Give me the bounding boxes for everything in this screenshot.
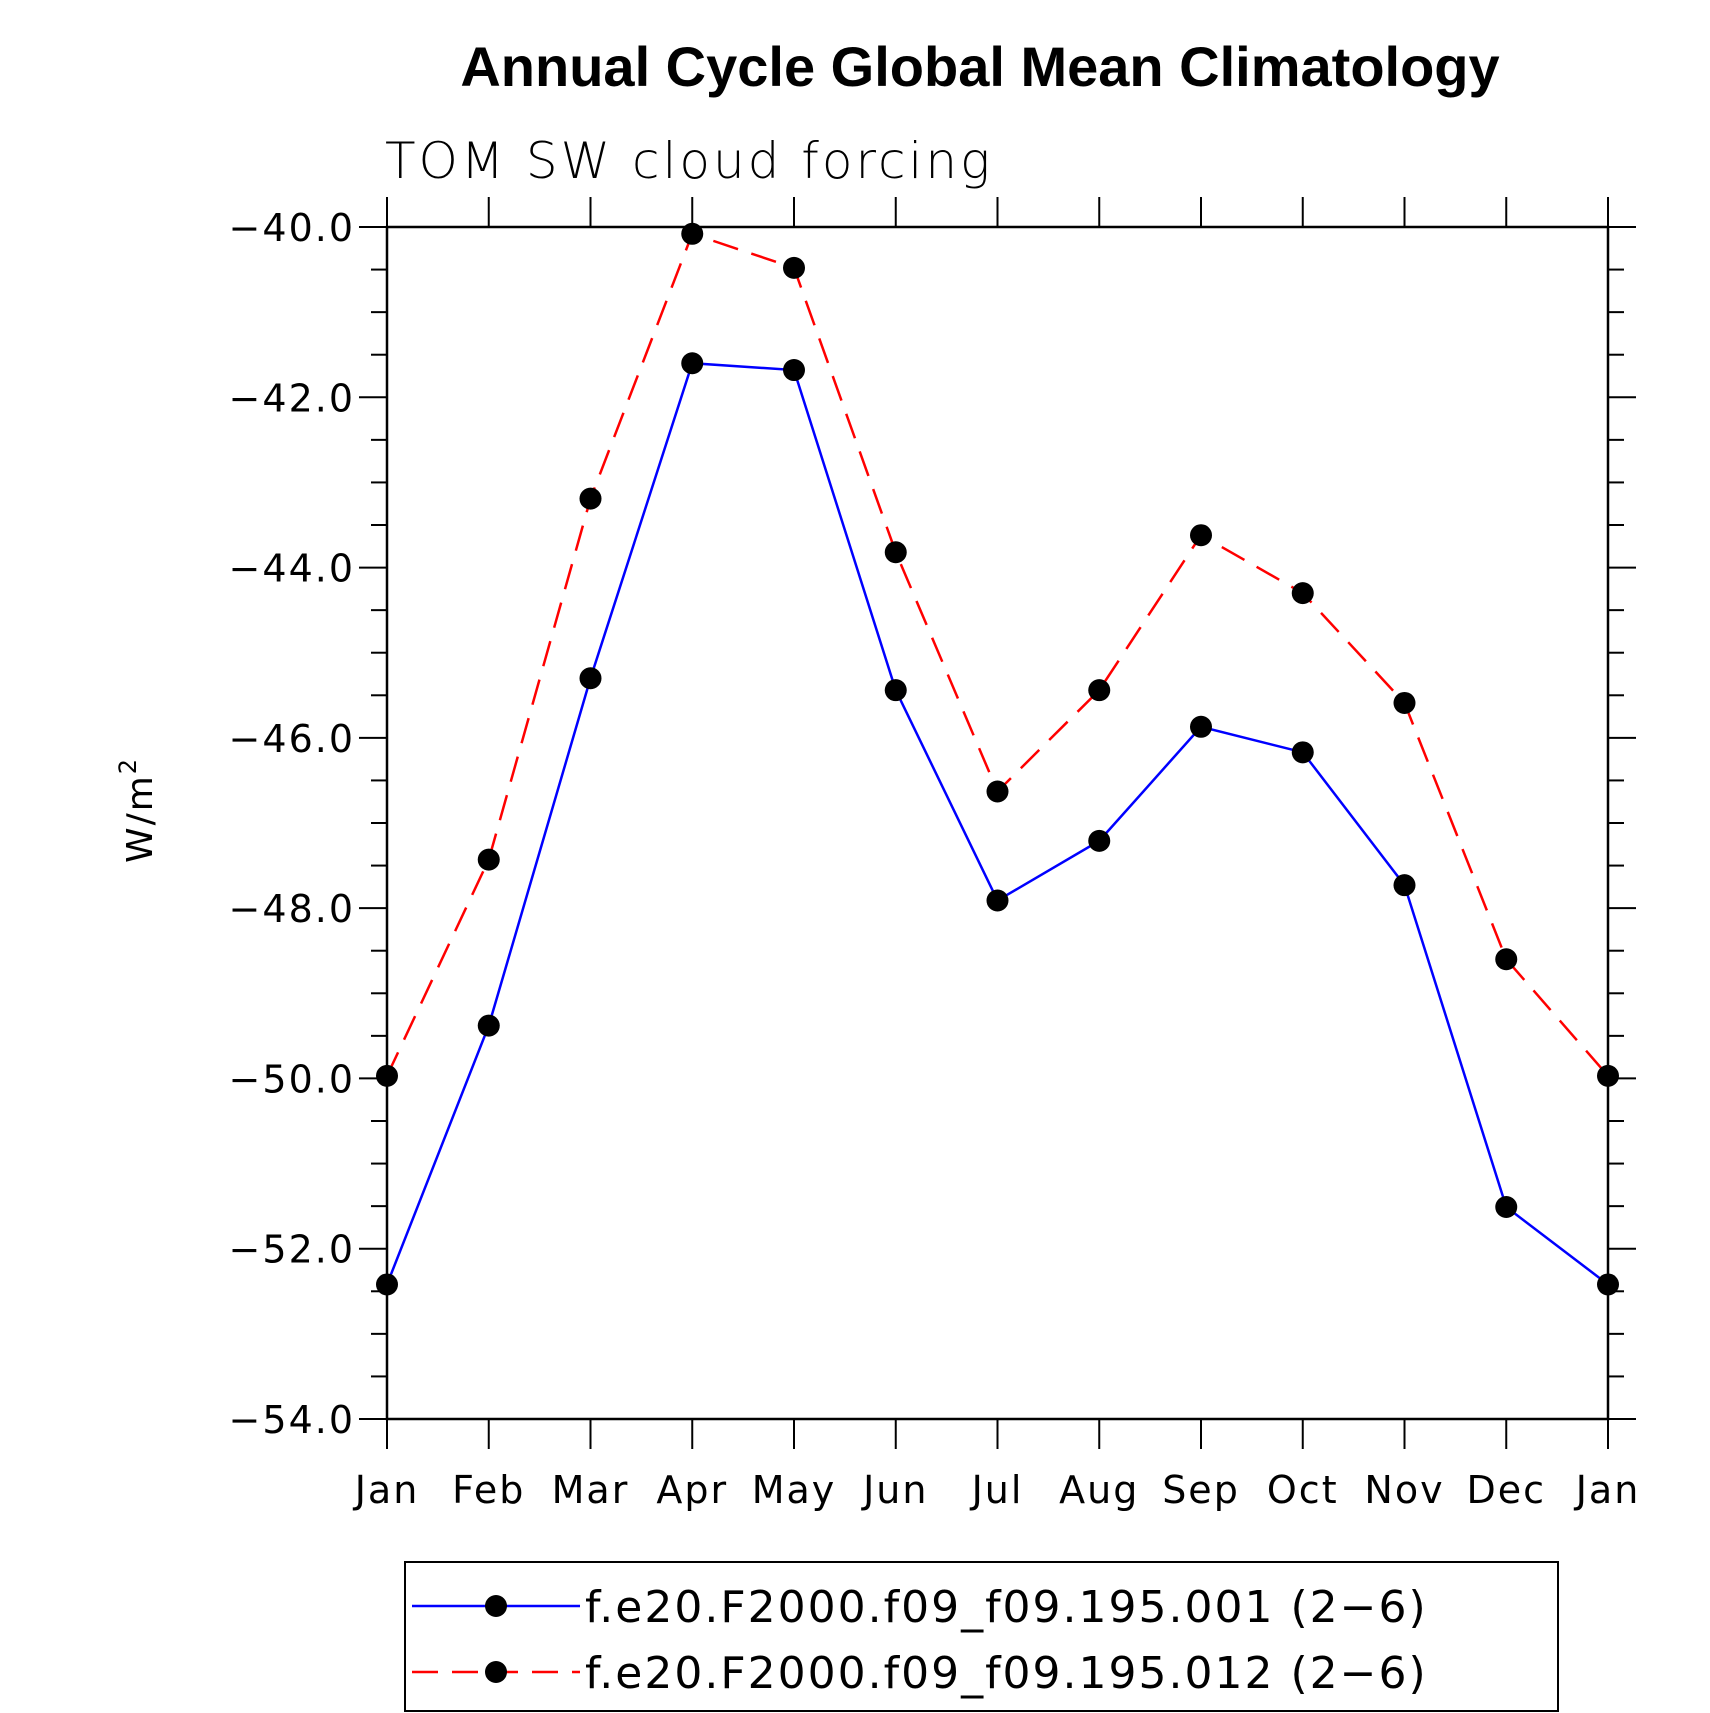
data-point-series-2 xyxy=(1088,679,1111,702)
x-tick-label: Jan xyxy=(1574,1468,1641,1512)
series-line-1 xyxy=(385,361,1609,1286)
data-point-series-1 xyxy=(1597,1273,1619,1296)
x-tick-label: May xyxy=(752,1468,837,1512)
legend: f.e20.F2000.f09_f09.195.001 (2−6) f.e20.… xyxy=(404,1561,1559,1712)
y-tick-label: −40.0 xyxy=(229,206,355,250)
data-point-series-1 xyxy=(681,352,704,375)
y-tick-label: −54.0 xyxy=(229,1398,355,1442)
y-tick-label: −52.0 xyxy=(229,1228,355,1272)
data-point-series-1 xyxy=(783,359,805,382)
data-point-series-1 xyxy=(579,667,602,690)
data-point-series-1 xyxy=(986,889,1009,912)
plot-border xyxy=(385,225,1610,1421)
data-point-series-1 xyxy=(1190,715,1212,738)
data-point-series-2 xyxy=(1291,582,1314,605)
x-tick-label: Aug xyxy=(1059,1468,1139,1512)
data-point-series-2 xyxy=(1393,691,1416,714)
x-tick-label: Jul xyxy=(970,1468,1024,1512)
x-tick-label: Jan xyxy=(353,1468,420,1512)
data-point-series-1 xyxy=(1291,741,1314,764)
legend-marker-series-2 xyxy=(485,1661,507,1683)
y-tick-label: −48.0 xyxy=(229,887,355,931)
data-point-series-2 xyxy=(376,1064,398,1087)
legend-label-series-1: f.e20.F2000.f09_f09.195.001 (2−6) xyxy=(585,1582,1428,1633)
y-tick-label: −50.0 xyxy=(229,1057,355,1101)
plot-frame xyxy=(385,225,1610,1421)
x-tick-label: Dec xyxy=(1466,1468,1546,1512)
data-point-series-1 xyxy=(1393,874,1416,897)
x-tick-label: Feb xyxy=(452,1468,525,1512)
data-point-series-1 xyxy=(1088,829,1111,852)
x-tick-label: Oct xyxy=(1267,1468,1339,1512)
series-markers xyxy=(376,222,1619,1296)
y-axis-label-superscript: 2 xyxy=(114,757,142,774)
y-tick-label: −46.0 xyxy=(229,717,355,761)
chart-title: Annual Cycle Global Mean Climatology xyxy=(460,35,1499,98)
legend-label-series-2: f.e20.F2000.f09_f09.195.012 (2−6) xyxy=(585,1648,1428,1699)
y-tick-label: −42.0 xyxy=(229,376,355,420)
data-point-series-2 xyxy=(783,256,805,279)
y-tick-label: −44.0 xyxy=(229,547,355,591)
data-point-series-2 xyxy=(1190,524,1212,547)
data-point-series-1 xyxy=(884,679,907,702)
data-point-series-2 xyxy=(477,848,500,871)
x-tick-label: Jun xyxy=(861,1468,928,1512)
data-point-series-1 xyxy=(376,1273,398,1296)
x-tick-label: Apr xyxy=(656,1468,728,1512)
y-axis-label: W/m2 xyxy=(114,757,161,863)
axis-ticks xyxy=(359,197,1636,1449)
x-tick-label: Sep xyxy=(1162,1468,1240,1512)
data-point-series-2 xyxy=(986,780,1009,803)
data-point-series-2 xyxy=(1597,1064,1619,1087)
svg-text:W/m2: W/m2 xyxy=(114,757,161,863)
legend-box xyxy=(404,1561,1559,1712)
y-tick-labels: −40.0 −42.0 −44.0 −46.0 −48.0 −50.0 −52.0 −54.0 xyxy=(229,206,355,1442)
data-point-series-1 xyxy=(1495,1195,1518,1218)
chart-subtitle: TOM SW cloud forcing xyxy=(385,132,993,190)
x-tick-labels: Jan Feb Mar Apr May Jun Jul Aug Sep Oct Nov Dec Jan xyxy=(353,1468,1641,1512)
data-point-series-2 xyxy=(884,541,907,564)
data-point-series-2 xyxy=(1495,948,1518,971)
data-point-series-2 xyxy=(681,222,704,245)
data-point-series-2 xyxy=(579,487,602,510)
x-tick-label: Nov xyxy=(1364,1468,1444,1512)
data-point-series-1 xyxy=(477,1014,500,1037)
legend-marker-series-1 xyxy=(485,1595,507,1617)
series-lines xyxy=(385,232,1609,1286)
x-tick-label: Mar xyxy=(552,1468,630,1512)
y-axis-label-base: W/m xyxy=(120,774,161,863)
